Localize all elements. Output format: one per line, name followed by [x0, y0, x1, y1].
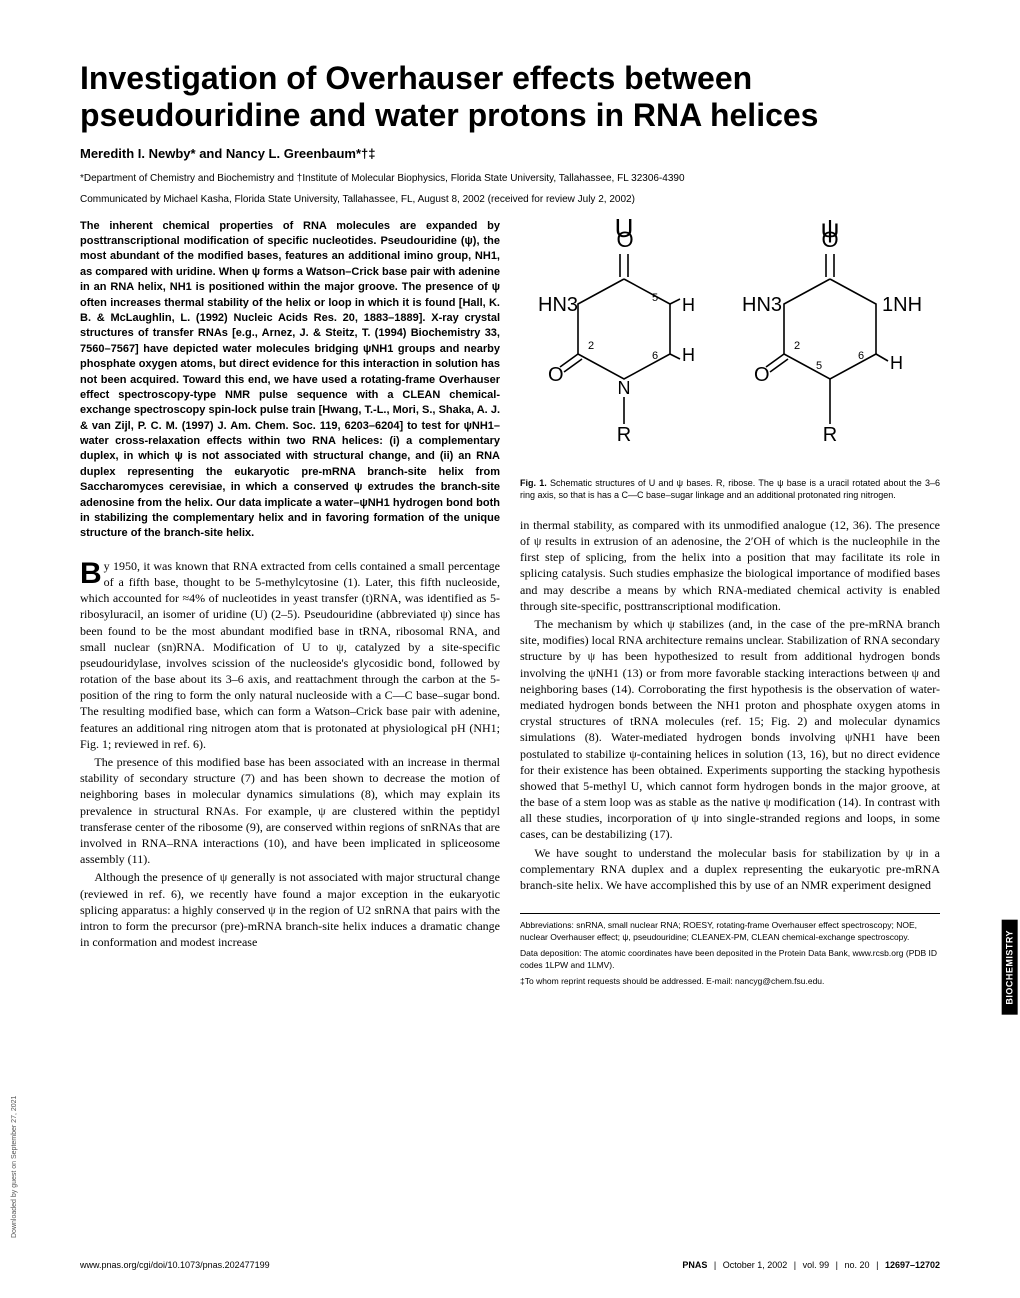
svg-text:1NH: 1NH — [882, 294, 922, 316]
footer-date: October 1, 2002 — [723, 1260, 788, 1270]
footnote-data-deposition: Data deposition: The atomic coordinates … — [520, 948, 940, 971]
authors: Meredith I. Newby* and Nancy L. Greenbau… — [80, 146, 940, 161]
col2-paragraph-2: The mechanism by which ψ stabilizes (and… — [520, 616, 940, 843]
svg-text:O: O — [754, 364, 770, 386]
footnotes: Abbreviations: snRNA, small nuclear RNA;… — [520, 913, 940, 987]
svg-text:5: 5 — [652, 292, 658, 304]
svg-text:O: O — [821, 227, 838, 252]
page-footer: www.pnas.org/cgi/doi/10.1073/pnas.202477… — [80, 1260, 940, 1270]
dropcap: B — [80, 558, 104, 587]
svg-text:2: 2 — [588, 340, 594, 352]
figure-1-caption: Fig. 1. Schematic structures of U and ψ … — [520, 477, 940, 501]
download-note: Downloaded by guest on September 27, 202… — [11, 1096, 18, 1238]
svg-text:5: 5 — [816, 360, 822, 372]
body-paragraph-1: By 1950, it was known that RNA extracted… — [80, 558, 500, 752]
body-p1-rest: y 1950, it was known that RNA extracted … — [80, 559, 500, 751]
svg-text:H: H — [682, 345, 695, 365]
figure-1-label: Fig. 1. — [520, 478, 547, 488]
footnote-abbreviations: Abbreviations: snRNA, small nuclear RNA;… — [520, 920, 940, 943]
body-text-right: in thermal stability, as compared with i… — [520, 517, 940, 893]
communicated-line: Communicated by Michael Kasha, Florida S… — [80, 194, 940, 205]
svg-text:N: N — [618, 378, 631, 398]
section-label: BIOCHEMISTRY — [1002, 920, 1018, 1015]
figure-1: O U H 5 6 H HN3 O — [520, 219, 940, 501]
figure-1-caption-text: Schematic structures of U and ψ bases. R… — [520, 478, 940, 500]
svg-text:HN3: HN3 — [742, 294, 782, 316]
footer-citation: PNAS | October 1, 2002 | vol. 99 | no. 2… — [682, 1260, 940, 1270]
svg-text:U: U — [615, 219, 634, 243]
svg-text:6: 6 — [652, 350, 658, 362]
svg-text:H: H — [890, 353, 903, 373]
footer-journal: PNAS — [682, 1260, 707, 1270]
svg-text:R: R — [823, 424, 837, 446]
svg-text:HN3: HN3 — [538, 294, 578, 316]
col2-paragraph-3: We have sought to understand the molecul… — [520, 845, 940, 894]
article-title: Investigation of Overhauser effects betw… — [80, 60, 940, 134]
svg-text:H: H — [682, 295, 695, 315]
footer-doi: www.pnas.org/cgi/doi/10.1073/pnas.202477… — [80, 1260, 270, 1270]
footer-volume: vol. 99 — [803, 1260, 830, 1270]
svg-text:O: O — [548, 364, 564, 386]
body-paragraph-3: Although the presence of ψ generally is … — [80, 869, 500, 950]
footnote-correspondence: ‡To whom reprint requests should be addr… — [520, 976, 940, 987]
abstract: The inherent chemical properties of RNA … — [80, 219, 500, 542]
footer-pages: 12697–12702 — [885, 1260, 940, 1270]
svg-text:6: 6 — [858, 350, 864, 362]
body-paragraph-2: The presence of this modified base has b… — [80, 754, 500, 867]
figure-1-svg: O U H 5 6 H HN3 O — [530, 219, 930, 469]
body-text-left: By 1950, it was known that RNA extracted… — [80, 558, 500, 951]
svg-text:R: R — [617, 424, 631, 446]
left-column: The inherent chemical properties of RNA … — [80, 219, 500, 993]
right-column: O U H 5 6 H HN3 O — [520, 219, 940, 993]
affiliation: *Department of Chemistry and Biochemistr… — [80, 173, 940, 184]
two-column-layout: The inherent chemical properties of RNA … — [80, 219, 940, 993]
svg-text:2: 2 — [794, 340, 800, 352]
col2-paragraph-1: in thermal stability, as compared with i… — [520, 517, 940, 614]
footer-issue: no. 20 — [845, 1260, 870, 1270]
